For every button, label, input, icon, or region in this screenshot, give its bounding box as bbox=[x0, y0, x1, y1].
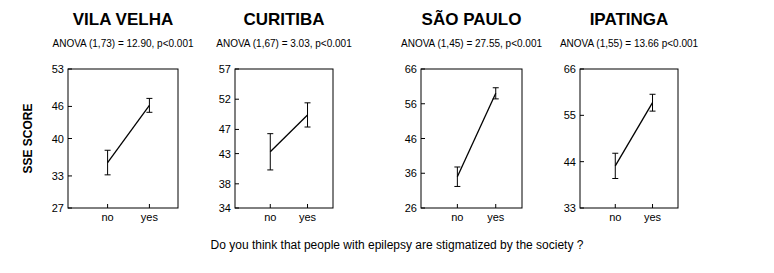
title: SÃO PAULO bbox=[422, 9, 522, 29]
error-bar bbox=[267, 134, 273, 170]
panel: VILA VELHA ANOVA (1,73) = 12.90, p<0.001 S… bbox=[21, 10, 194, 223]
x-tick-label: yes bbox=[644, 211, 662, 223]
panel: CURITIBA ANOVA (1,67) = 3.03, p<0.001 34 38… bbox=[216, 10, 352, 223]
y-tick-label: 33 bbox=[52, 170, 64, 182]
error-bar bbox=[146, 98, 152, 112]
subtitle: ANOVA (1,55) = 13.66 p<0.001 bbox=[560, 38, 699, 49]
y-tick bbox=[68, 175, 72, 176]
error-bar bbox=[454, 167, 460, 186]
marks bbox=[454, 88, 498, 187]
marks bbox=[612, 94, 655, 178]
x-tick-label: yes bbox=[141, 211, 159, 223]
subtitle: ANOVA (1,73) = 12.90, p<0.001 bbox=[52, 38, 193, 49]
title: VILA VELHA bbox=[73, 10, 173, 29]
y-tick bbox=[235, 153, 239, 154]
y-tick-label: 66 bbox=[564, 63, 576, 75]
y-tick-label: 52 bbox=[219, 93, 231, 105]
y-tick bbox=[235, 183, 239, 184]
line bbox=[108, 105, 150, 162]
y-tick bbox=[235, 99, 239, 100]
title: IPATINGA bbox=[590, 10, 669, 29]
y-tick-label: 46 bbox=[405, 133, 417, 145]
plot-frame bbox=[421, 69, 522, 208]
y-tick bbox=[421, 138, 425, 139]
plot-frame bbox=[580, 69, 678, 208]
y-tick bbox=[68, 138, 72, 139]
y-tick bbox=[421, 173, 425, 174]
error-bar bbox=[493, 88, 499, 99]
x-tick bbox=[149, 204, 150, 208]
x-tick-label: yes bbox=[299, 211, 317, 223]
x-tick bbox=[270, 204, 271, 208]
y-tick-label: 26 bbox=[405, 202, 417, 214]
x-tick-label: no bbox=[609, 211, 621, 223]
y-tick bbox=[68, 69, 72, 70]
y-tick-label: 40 bbox=[52, 133, 64, 145]
subtitle: ANOVA (1,67) = 3.03, p<0.001 bbox=[216, 38, 352, 49]
y-tick-label: 66 bbox=[405, 63, 417, 75]
y-tick bbox=[68, 208, 72, 209]
y-tick bbox=[68, 106, 72, 107]
x-tick bbox=[615, 204, 616, 208]
x-tick-label: no bbox=[264, 211, 276, 223]
x-tick-label: yes bbox=[487, 211, 505, 223]
y-tick bbox=[580, 115, 584, 116]
y-tick bbox=[235, 129, 239, 130]
x-tick bbox=[495, 204, 496, 208]
error-bar bbox=[650, 94, 656, 111]
y-tick-label: 56 bbox=[405, 98, 417, 110]
marks bbox=[105, 98, 153, 174]
title: CURITIBA bbox=[243, 10, 324, 29]
y-tick bbox=[421, 103, 425, 104]
x-tick bbox=[652, 204, 653, 208]
y-tick-label: 38 bbox=[219, 178, 231, 190]
y-tick bbox=[421, 208, 425, 209]
y-tick-label: 44 bbox=[564, 156, 576, 168]
y-tick-label: 43 bbox=[219, 148, 231, 160]
subtitle: ANOVA (1,45) = 27.55, p<0.001 bbox=[401, 38, 542, 49]
x-tick bbox=[107, 204, 108, 208]
y-tick-label: 27 bbox=[52, 202, 64, 214]
error-bar bbox=[105, 150, 111, 175]
y-tick bbox=[580, 69, 584, 70]
y-tick bbox=[580, 208, 584, 209]
y-tick-label: 57 bbox=[219, 63, 231, 75]
caption: Do you think that people with epilepsy a… bbox=[211, 238, 584, 252]
x-tick-label: no bbox=[451, 211, 463, 223]
plot-frame bbox=[68, 69, 178, 208]
x-tick bbox=[457, 204, 458, 208]
y-tick-label: 47 bbox=[219, 123, 231, 135]
y-tick bbox=[235, 208, 239, 209]
y-tick-label: 36 bbox=[405, 167, 417, 179]
y-tick-label: 55 bbox=[564, 109, 576, 121]
y-tick-label: 34 bbox=[219, 202, 231, 214]
error-bar bbox=[305, 103, 311, 127]
error-bar bbox=[612, 153, 618, 178]
line bbox=[457, 93, 495, 176]
line bbox=[615, 103, 652, 166]
line bbox=[270, 115, 307, 152]
y-tick bbox=[580, 161, 584, 162]
figure: VILA VELHA ANOVA (1,73) = 12.90, p<0.001 S… bbox=[0, 0, 774, 273]
y-tick-label: 33 bbox=[564, 202, 576, 214]
y-tick-label: 53 bbox=[52, 63, 64, 75]
panel: IPATINGA ANOVA (1,55) = 13.66 p<0.001 33 44… bbox=[560, 10, 699, 223]
marks bbox=[267, 103, 310, 170]
y-tick-label: 46 bbox=[52, 100, 64, 112]
y-tick bbox=[421, 69, 425, 70]
plot-frame bbox=[235, 69, 333, 208]
y-tick bbox=[235, 69, 239, 70]
y-axis-label: SSE SCORE bbox=[21, 103, 35, 173]
x-tick bbox=[307, 204, 308, 208]
x-tick-label: no bbox=[101, 211, 113, 223]
panel: SÃO PAULO ANOVA (1,45) = 27.55, p<0.001 26… bbox=[401, 9, 542, 223]
